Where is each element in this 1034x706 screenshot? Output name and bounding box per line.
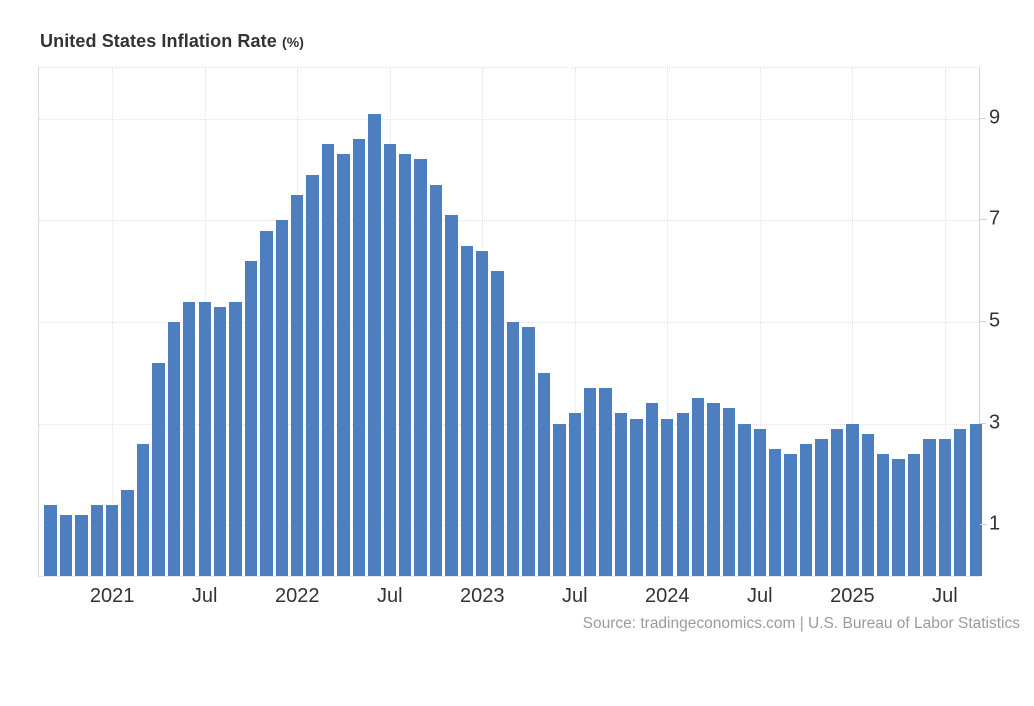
bar-jun-2025[interactable] [923,438,936,576]
bar-dec-2024[interactable] [830,428,844,576]
bar-aug-2024[interactable] [769,449,782,576]
bar-mar-2025[interactable] [876,454,890,576]
bar-aug-2025[interactable] [954,428,967,576]
y-axis-tick-3 [980,422,986,424]
bar-may-2025[interactable] [907,454,921,576]
bar-sep-2021[interactable] [229,301,242,576]
chart-plot-area[interactable] [38,67,982,577]
x-axis-label-jul-2023: Jul [561,585,588,607]
bar-nov-2021[interactable] [260,230,273,576]
y-axis-label-7: 7 [989,207,1001,230]
bar-oct-2020[interactable] [59,515,73,576]
bar-apr-2024[interactable] [707,403,720,576]
bar-sep-2024[interactable] [784,454,797,576]
chart-title-text: United States Inflation Rate [40,31,277,51]
h-gridline-7 [39,220,979,222]
x-axis-label-jan-2025: 2025 [830,585,875,607]
v-gridline-jan-2025 [852,68,854,576]
bar-jul-2025[interactable] [938,438,952,576]
x-axis-label-jul-2024: Jul [747,585,773,607]
chart-title: United States Inflation Rate (%) [40,31,304,52]
bar-sep-2022[interactable] [414,159,427,576]
bar-sep-2020[interactable] [44,504,57,576]
chart-title-unit: (%) [281,34,305,50]
bar-feb-2024[interactable] [676,413,689,576]
bar-mar-2024[interactable] [691,398,705,576]
bar-dec-2023[interactable] [645,403,659,576]
bar-jun-2022[interactable] [368,113,381,576]
bar-jun-2021[interactable] [183,301,196,576]
bar-may-2022[interactable] [352,139,366,576]
v-gridline-jul-2025 [944,68,946,576]
bar-feb-2025[interactable] [861,433,874,576]
h-gridline-9 [39,118,979,120]
y-axis-label-1: 1 [989,512,1001,535]
bar-jan-2021[interactable] [105,504,119,576]
bar-sep-2025[interactable] [969,423,982,576]
y-axis-tick-9 [980,117,986,119]
bar-dec-2022[interactable] [460,245,474,576]
bar-sep-2023[interactable] [599,388,612,576]
bar-feb-2022[interactable] [306,174,319,576]
bar-jan-2023[interactable] [476,250,489,576]
bar-aug-2021[interactable] [213,306,227,576]
bar-jul-2021[interactable] [198,301,211,576]
bar-jul-2022[interactable] [383,144,396,576]
bar-nov-2024[interactable] [815,438,828,576]
bar-feb-2021[interactable] [121,489,134,576]
y-axis-label-3: 3 [989,411,1001,434]
source-attribution: Source: tradingeconomics.com | U.S. Bure… [582,615,1020,632]
bar-apr-2022[interactable] [337,154,350,576]
bar-jan-2025[interactable] [846,423,859,576]
bar-aug-2022[interactable] [398,154,412,576]
x-axis-label-jul-2021: Jul [191,585,218,607]
bar-aug-2023[interactable] [584,388,597,576]
x-axis-label-jan-2024: 2024 [645,585,690,607]
bar-mar-2021[interactable] [136,443,150,576]
bar-jul-2023[interactable] [568,413,581,576]
bar-may-2024[interactable] [722,408,736,576]
v-gridline-jul-2024 [759,68,761,576]
bar-nov-2022[interactable] [445,215,458,576]
bar-nov-2023[interactable] [630,418,643,576]
bar-feb-2023[interactable] [491,271,504,576]
y-axis-label-5: 5 [989,309,1001,332]
bar-jun-2024[interactable] [738,423,751,576]
bar-oct-2023[interactable] [614,413,628,576]
bar-jun-2023[interactable] [553,423,566,576]
y-axis-tick-5 [980,321,986,322]
bar-dec-2021[interactable] [275,220,288,576]
bar-mar-2022[interactable] [321,144,335,576]
bar-may-2021[interactable] [167,322,181,576]
v-gridline-jul-2023 [574,68,576,576]
x-axis-label-jan-2023: 2023 [460,585,505,607]
x-axis-label-jul-2022: Jul [376,585,403,607]
bar-dec-2020[interactable] [90,504,103,576]
bar-mar-2023[interactable] [506,322,520,576]
x-axis-label-jan-2022: 2022 [274,585,320,607]
bar-may-2023[interactable] [537,372,551,576]
y-axis-tick-1 [980,524,986,526]
bar-jul-2024[interactable] [753,428,766,576]
x-axis-label-jan-2021: 2021 [89,585,135,607]
bar-jan-2022[interactable] [291,195,304,576]
bar-apr-2021[interactable] [152,362,165,576]
bar-oct-2024[interactable] [799,443,813,576]
y-axis-label-9: 9 [989,106,1001,129]
bar-oct-2021[interactable] [244,261,258,576]
bar-oct-2022[interactable] [429,184,443,576]
bar-apr-2023[interactable] [522,327,535,576]
bar-jan-2024[interactable] [661,418,674,576]
bar-apr-2025[interactable] [892,459,905,576]
x-axis-label-jul-2025: Jul [932,585,958,607]
y-axis-tick-7 [980,219,986,221]
bar-nov-2020[interactable] [75,515,88,576]
v-gridline-jan-2024 [667,68,669,576]
v-gridline-jan-2021 [112,68,114,576]
